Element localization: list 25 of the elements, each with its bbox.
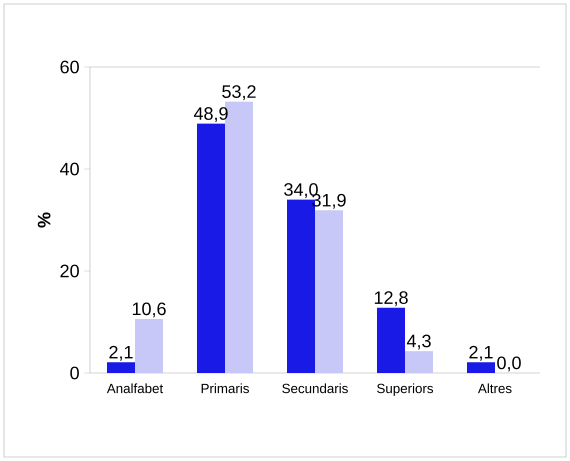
x-tick-label: Superiors (377, 383, 434, 396)
x-tick-label: Primaris (202, 383, 249, 394)
bar (135, 318, 163, 373)
y-tick-label: 40 (60, 162, 79, 176)
data-label: 0,0 (497, 356, 521, 372)
data-label: 2,1 (109, 346, 133, 361)
data-label: 48,9 (194, 107, 228, 122)
y-tick-label: 0 (70, 366, 79, 380)
x-tick-label: Analfabet (106, 383, 164, 394)
bar (315, 210, 343, 373)
bar (377, 308, 405, 373)
bar (107, 362, 135, 373)
bar (197, 124, 226, 373)
bar (405, 351, 433, 373)
data-label: 10,6 (132, 302, 166, 318)
y-tick-label: 20 (60, 264, 79, 278)
y-tick-label: 60 (60, 60, 79, 74)
x-tick-label: Secundaris (282, 383, 348, 394)
data-label: 2,1 (469, 346, 493, 361)
data-label: 53,2 (222, 85, 256, 100)
data-label: 12,8 (374, 291, 408, 306)
bar (467, 362, 495, 373)
data-label: 4,3 (406, 334, 431, 350)
x-tick-label: Altres (478, 383, 512, 394)
y-axis-title: % (38, 212, 50, 228)
